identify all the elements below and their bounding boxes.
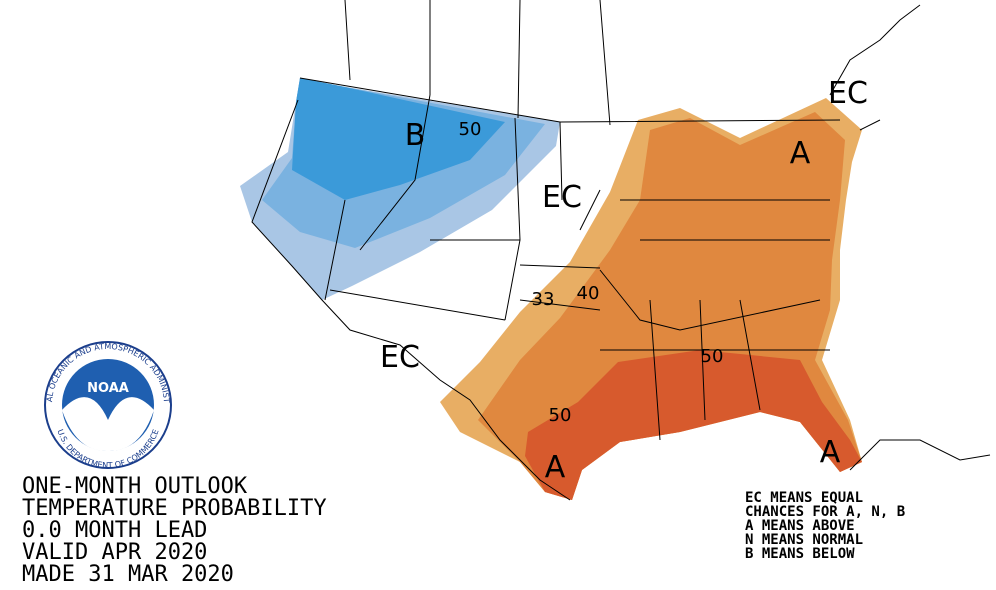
legend-line: EC MEANS EQUAL <box>745 490 863 506</box>
title-line: TEMPERATURE PROBABILITY <box>22 496 327 521</box>
map-label: A <box>820 435 841 470</box>
map-label: 50 <box>459 119 482 140</box>
map-label: A <box>545 450 566 485</box>
legend-line: N MEANS NORMAL <box>745 532 863 548</box>
legend-line: CHANCES FOR A, N, B <box>745 504 905 520</box>
above-50 <box>525 350 862 500</box>
map-label: EC <box>380 340 420 375</box>
noaa-logo: NATIONAL OCEANIC AND ATMOSPHERIC ADMINIS… <box>0 0 172 470</box>
below-50 <box>292 78 505 200</box>
legend-line: A MEANS ABOVE <box>745 518 855 534</box>
map-labels: B 50 EC EC EC 33 40 A 50 50 A A <box>380 76 868 485</box>
legend: EC MEANS EQUAL CHANCES FOR A, N, B A MEA… <box>745 490 905 562</box>
borders <box>251 0 991 501</box>
title-line: ONE-MONTH OUTLOOK <box>22 474 248 499</box>
map-label: 40 <box>577 283 600 304</box>
logo-ring-top: NATIONAL OCEANIC AND ATMOSPHERIC ADMINIS… <box>0 0 171 403</box>
map-label: 50 <box>701 346 724 367</box>
map-label: EC <box>542 180 582 215</box>
title-line: MADE 31 MAR 2020 <box>22 562 234 587</box>
map-label: 33 <box>532 289 555 310</box>
map-shading <box>240 78 862 500</box>
logo-gull <box>62 397 154 452</box>
title-line: 0.0 MONTH LEAD <box>22 518 207 543</box>
title-line: VALID APR 2020 <box>22 540 207 565</box>
map-label: EC <box>828 76 868 111</box>
title-block: ONE-MONTH OUTLOOK TEMPERATURE PROBABILIT… <box>22 474 327 587</box>
legend-line: B MEANS BELOW <box>745 546 855 562</box>
map-label: 50 <box>549 405 572 426</box>
map-label: A <box>790 136 811 171</box>
logo-name: NOAA <box>87 381 129 396</box>
map-label: B <box>405 118 426 153</box>
